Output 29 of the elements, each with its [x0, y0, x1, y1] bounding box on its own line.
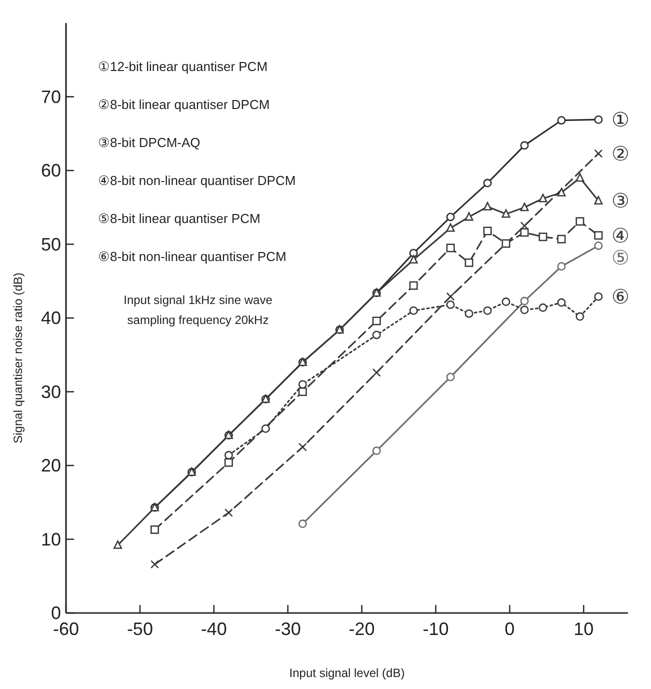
y-tick-label: 40	[40, 308, 61, 328]
x-axis-title: Input signal level (dB)	[289, 666, 405, 680]
y-tick-label: 60	[40, 160, 61, 180]
annotation: ④8-bit non-linear quantiser DPCM	[98, 173, 296, 188]
x-tick-label: -10	[422, 619, 449, 639]
series-label: ⑤	[611, 247, 630, 270]
series-label: ④	[611, 225, 630, 248]
annotation: ②8-bit linear quantiser DPCM	[98, 97, 270, 112]
series-label: ①	[611, 110, 630, 132]
x-tick-label: -30	[274, 619, 301, 639]
y-tick-label: 70	[40, 86, 61, 107]
y-tick-label: 30	[40, 382, 61, 402]
x-tick-label: -40	[200, 619, 227, 639]
y-tick-label: 50	[40, 234, 61, 254]
annotation: ①12-bit linear quantiser PCM	[98, 59, 268, 74]
series-label: ⑥	[611, 286, 630, 309]
y-axis-title: Signal quantiser noise ratio (dB)	[11, 272, 25, 444]
annotation: ③8-bit DPCM-AQ	[98, 135, 200, 150]
x-tick-label: 10	[574, 619, 594, 639]
x-tick-label: -20	[348, 619, 375, 639]
annotation: Input signal 1kHz sine wave sampling frequency 20kHz	[124, 293, 273, 327]
y-tick-label: 10	[40, 529, 61, 550]
annotation: ⑥8-bit non-linear quantiser PCM	[98, 249, 286, 264]
series-label: ②	[611, 144, 630, 166]
x-tick-label: -50	[126, 619, 153, 639]
x-tick-label: 0	[504, 619, 515, 639]
annotation: ⑤8-bit linear quantiser PCM	[98, 211, 260, 226]
y-tick-label: 20	[40, 456, 61, 476]
series-label: ③	[611, 190, 630, 213]
